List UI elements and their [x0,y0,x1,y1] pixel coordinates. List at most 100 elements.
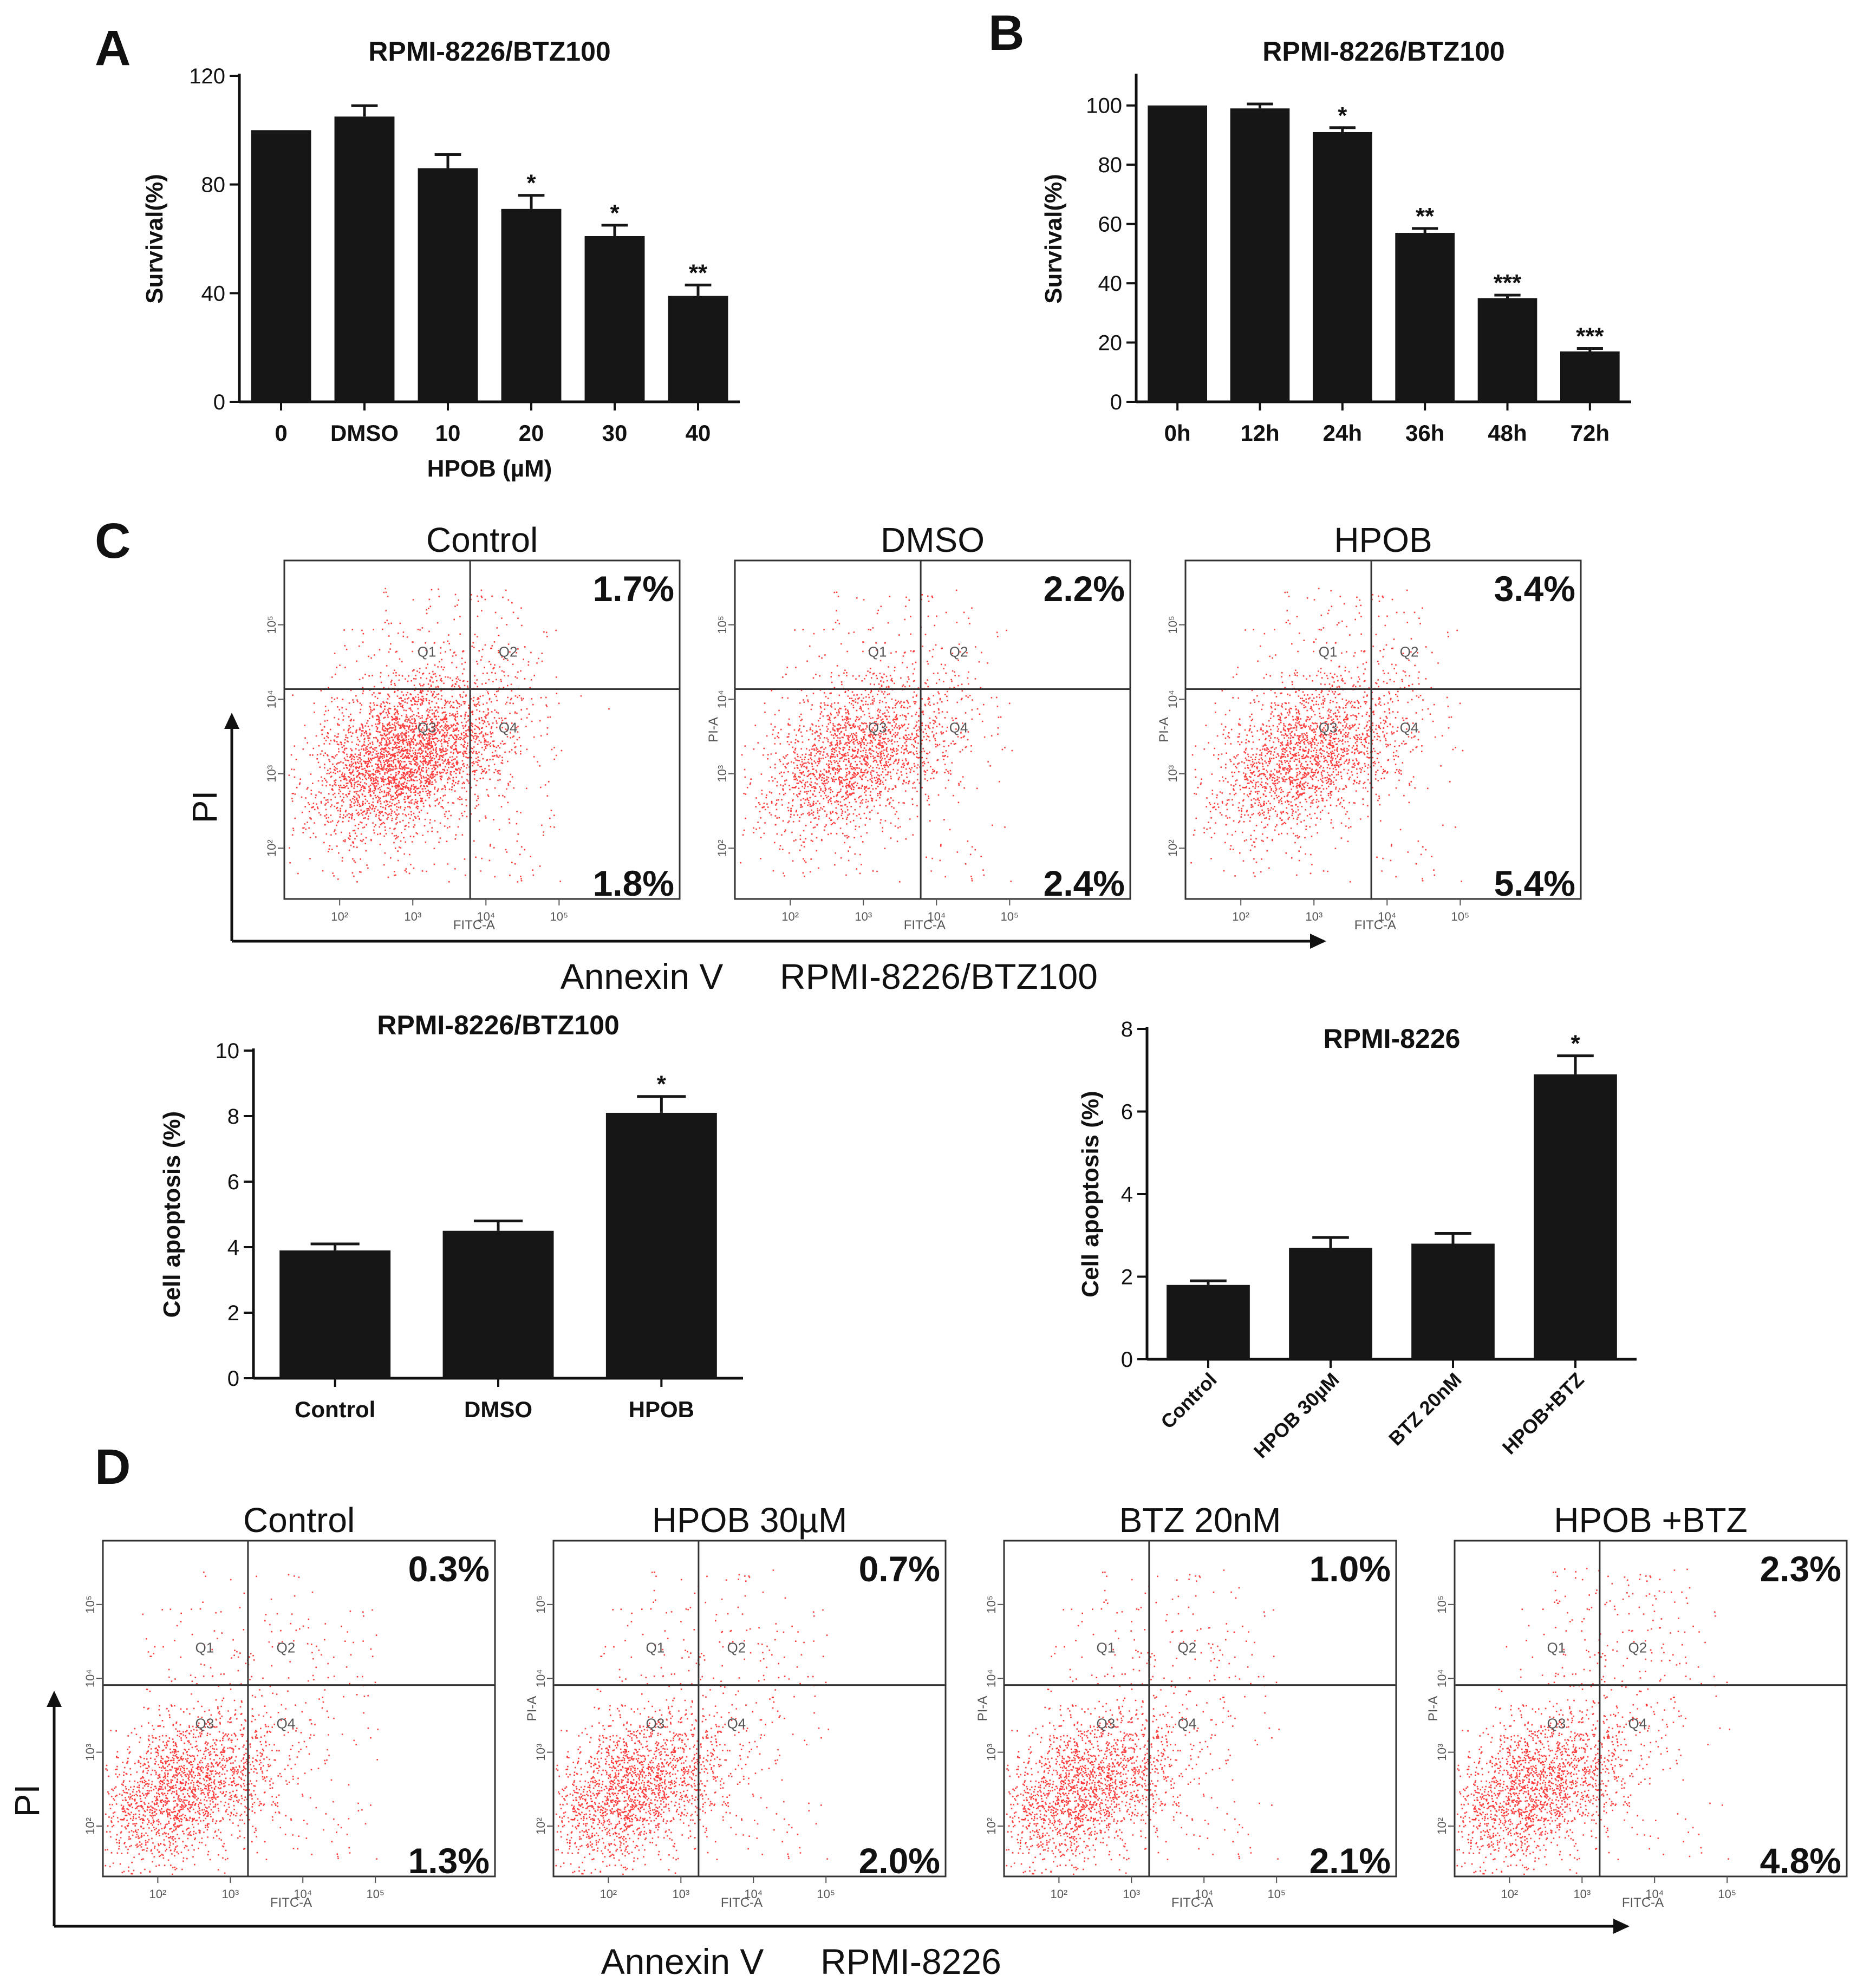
flow-row-d-flow: Control Q1 Q2 Q3 Q4 0.3% 1.3% 10² 10³ 10⁴ 10⁵ 10² 10… [8,1501,1848,1982]
y-tick-label: 100 [1086,94,1122,118]
quadrant-label-q4: Q4 [277,1716,296,1732]
annexin-label: Annexin V [601,1941,764,1982]
x-category-label: DMSO [464,1397,532,1422]
bar-10 [418,168,478,402]
x-tick-label: 10² [781,910,799,923]
y-tick-label: 10³ [715,765,729,783]
fitc-axis-label: FITC-A [1354,918,1396,933]
flow-plot-hpob-30-m: HPOB 30µM Q1 Q2 Q3 Q4 0.7% 2.0% 10² 10³ 10⁴ 10⁵ 10²… [525,1501,947,1910]
x-category-label: BTZ 20nM [1384,1368,1466,1450]
y-tick-label: 10⁵ [83,1595,97,1614]
y-tick-label: 10⁵ [1435,1595,1449,1614]
bar-chart-c-bar-8226: 0 2 4 6 8 Control HPOB 30µM BTZ 20nM * HPOB+BTZ RP… [1077,1018,1637,1462]
lower-right-percent: 1.8% [593,863,674,903]
annexin-arrow-head [1310,934,1326,949]
y-tick-label: 10² [1435,1817,1449,1835]
bar-12h [1230,108,1290,402]
y-tick-label: 10⁴ [534,1669,548,1687]
y-tick-label: 10⁵ [534,1595,548,1614]
x-tick-label: 10² [1050,1887,1067,1901]
cell-line-caption: RPMI-8226 [820,1941,1001,1982]
y-tick-label: 10² [1166,839,1180,857]
quadrant-label-q2: Q2 [1400,644,1419,660]
x-tick-label: 10³ [1305,910,1322,923]
annexin-arrow-head [1613,1919,1630,1934]
event-dots [105,1572,379,1875]
x-category-label: Control [295,1397,375,1422]
quadrant-label-q1: Q1 [868,644,887,660]
significance-marker: * [1571,1031,1580,1057]
x-tick-label: 10⁴ [927,910,946,923]
x-tick-label: 10² [1232,910,1249,923]
plot-title: DMSO [881,520,985,559]
quadrant-label-q2: Q2 [949,644,968,660]
lower-right-percent: 1.3% [408,1841,490,1881]
pi-axis-label: PI-A [975,1696,990,1722]
quadrant-label-q3: Q3 [1097,1716,1116,1732]
upper-right-percent: 3.4% [1494,569,1575,609]
quadrant-label-q4: Q4 [949,720,968,736]
y-tick-label: 10⁵ [265,616,278,634]
fitc-axis-label: FITC-A [270,1895,312,1910]
y-tick-label: 10⁴ [1435,1669,1449,1687]
quadrant-label-q4: Q4 [727,1716,746,1732]
fitc-axis-label: FITC-A [904,918,946,933]
x-category-label: 0 [275,420,287,446]
y-tick-label: 4 [1121,1183,1133,1207]
cell-line-caption: RPMI-8226/BTZ100 [780,956,1098,996]
x-category-label: HPOB+BTZ [1498,1368,1588,1459]
x-tick-label: 10² [600,1887,617,1901]
y-tick-label: 10⁴ [265,690,278,708]
y-tick-label: 8 [1121,1018,1133,1041]
event-dot-cloud [105,1572,379,1875]
x-tick-label: 10⁴ [1378,910,1396,923]
chart-title: RPMI-8226 [1324,1024,1461,1054]
bar-Control [279,1250,391,1378]
event-dot-cloud [555,1569,829,1875]
bar-40 [668,296,728,402]
y-tick-label: 10 [216,1039,240,1063]
annexin-label: Annexin V [561,956,724,996]
y-tick-label: 10² [265,839,278,857]
upper-right-percent: 1.0% [1309,1549,1391,1589]
significance-marker: *** [1576,323,1604,349]
chart-title: RPMI-8226/BTZ100 [368,36,610,67]
pi-axis-label: PI-A [1426,1696,1441,1722]
y-tick-label: 10³ [985,1744,998,1761]
bar-48h [1477,298,1537,402]
quadrant-label-q4: Q4 [1628,1716,1647,1732]
x-category-label: 0h [1164,420,1191,446]
x-tick-label: 10⁴ [294,1887,312,1901]
y-tick-label: 40 [201,282,226,305]
upper-right-percent: 0.7% [859,1549,940,1589]
event-dot-cloud [1006,1569,1280,1875]
bar-HPOB [605,1112,717,1378]
upper-right-percent: 1.7% [593,569,674,609]
y-tick-label: 6 [1121,1100,1133,1124]
y-axis-label: Survival(%) [1040,174,1067,304]
y-tick-label: 8 [227,1105,239,1129]
pi-label: PI [185,791,224,823]
y-tick-label: 6 [227,1170,239,1194]
quadrant-label-q2: Q2 [277,1640,296,1656]
plot-title: HPOB 30µM [652,1501,848,1540]
plot-title: BTZ 20nM [1119,1501,1281,1540]
x-tick-label: 10⁴ [1645,1887,1664,1901]
plot-frame [1184,559,1582,900]
panel-label-d: D [95,1439,131,1495]
event-dots [555,1569,829,1875]
bar-0 [251,130,311,402]
x-category-label: 20 [519,420,544,446]
plot-frame [102,1540,496,1878]
x-category-label: 10 [435,420,461,446]
plot-title: HPOB +BTZ [1554,1501,1747,1540]
lower-right-percent: 5.4% [1494,863,1575,903]
x-category-label: DMSO [330,420,399,446]
plot-frame [734,559,1131,900]
bar-Control [1167,1285,1250,1359]
x-tick-label: 10⁵ [1718,1887,1736,1901]
x-tick-label: 10⁴ [1195,1887,1213,1901]
y-tick-label: 60 [1098,213,1123,237]
lower-right-percent: 4.8% [1760,1841,1841,1881]
